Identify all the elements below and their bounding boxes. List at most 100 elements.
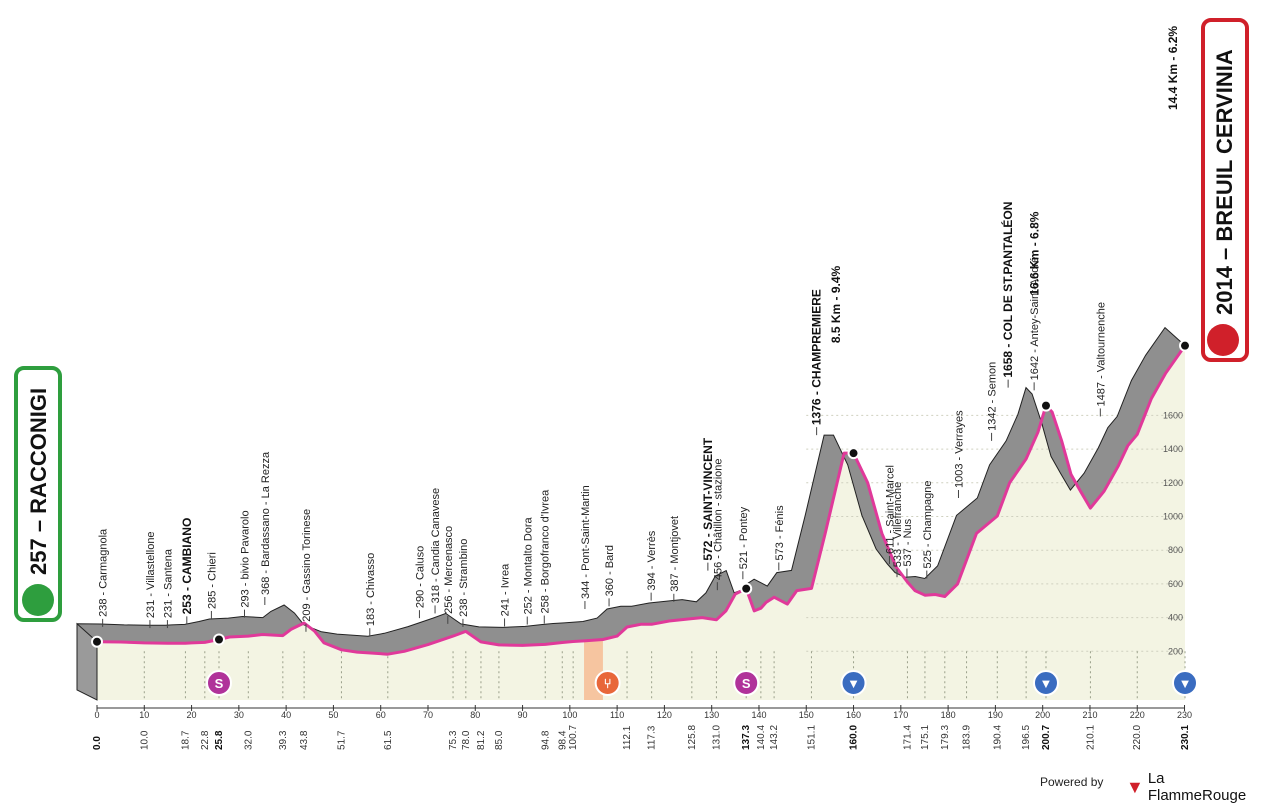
place-label: 387 - Montjovet: [669, 516, 681, 592]
place-label: 318 - Candia Canavese: [430, 488, 442, 604]
place-label: 525 - Champagne: [922, 480, 934, 568]
km-distance-label: 78.0: [461, 730, 472, 750]
sprint-icon-symbol: S: [742, 676, 751, 691]
finish-banner: 2014 – BREUIL CERVINIA: [1201, 18, 1249, 362]
kom-icon-circle: [840, 670, 867, 696]
waypoint-dot: [1039, 399, 1052, 412]
place-label: 253 - CAMBIANO: [180, 518, 194, 615]
km-distance-label: 98.4: [557, 730, 568, 750]
km-tick-label: 150: [799, 710, 814, 720]
place-label: 533 - Villefranche: [892, 482, 904, 567]
km-distance-label: 131.0: [711, 725, 722, 750]
km-distance-label: 61.5: [383, 730, 394, 750]
place-label: 209 - Gassino Torinese: [301, 509, 313, 622]
place-label: 572 - SAINT-VINCENT: [701, 437, 715, 560]
brand-name: La FlammeRouge: [1147, 770, 1247, 804]
km-distance-label: 190.4: [992, 725, 1003, 750]
km-tick-label: 80: [470, 710, 480, 720]
km-distance-label: 175.1: [920, 725, 931, 750]
place-label: 290 - Caluso: [414, 546, 426, 608]
km-distance-label: 51.7: [336, 730, 347, 750]
altitude-tick-label: 200: [1168, 646, 1183, 656]
km-tick-label: 170: [893, 710, 908, 720]
place-label: 231 - Villastellone: [145, 531, 157, 618]
place-label: 344 - Pont-Saint-Martin: [580, 485, 592, 599]
place-label: 256 - Mercenasco: [443, 526, 455, 614]
altitude-tick-label: 1600: [1163, 410, 1183, 420]
km-distance-label: 230.1: [1180, 725, 1191, 750]
kom-icon-symbol: ▼: [1040, 676, 1053, 691]
place-label: 252 - Montalto Dora: [522, 516, 534, 614]
place-label: 521 - Pontey: [738, 506, 750, 569]
km-distance-label: 39.3: [278, 730, 289, 750]
place-label: 456 - Châtillon - stazione: [712, 458, 724, 580]
finish-banner-text: 2014 – BREUIL CERVINIA: [1212, 49, 1237, 315]
km-tick-label: 180: [941, 710, 956, 720]
km-distance-label: 94.8: [540, 730, 551, 750]
km-tick-label: 90: [518, 710, 528, 720]
km-tick-label: 70: [423, 710, 433, 720]
place-label: 573 - Fénis: [774, 505, 786, 561]
km-distance-label: 25.8: [214, 730, 225, 750]
km-tick-label: 210: [1082, 710, 1097, 720]
kom-icon-circle: [1172, 670, 1198, 696]
km-tick-label: 50: [328, 710, 338, 720]
start-banner: 257 – RACCONIGI: [14, 366, 62, 622]
sprint-icon-circle: [733, 670, 760, 696]
place-label: 1342 - Semon: [987, 362, 999, 431]
km-distance-label: 85.0: [494, 730, 505, 750]
km-tick-label: 120: [657, 710, 672, 720]
place-label: 258 - Borgofranco d'Ivrea: [539, 489, 551, 614]
km-tick-label: 30: [234, 710, 244, 720]
kom-icon-symbol: ▼: [1179, 676, 1192, 691]
place-label: 1658 - COL DE ST.PANTALÉON: [1000, 202, 1015, 378]
km-distance-label: 143.2: [769, 725, 780, 750]
start-cyclist-icon: [22, 584, 54, 616]
km-tick-label: 20: [187, 710, 197, 720]
feed-zone-icon-circle: [594, 670, 621, 696]
km-distance-label: 183.9: [962, 725, 973, 750]
altitude-tick-label: 800: [1168, 545, 1183, 555]
waypoint-dot: [847, 447, 860, 460]
km-tick-label: 60: [376, 710, 386, 720]
waypoint-dot: [212, 633, 225, 646]
finish-banner-frame: [1201, 18, 1249, 362]
place-label: 1376 - CHAMPREMIERE: [810, 289, 824, 425]
km-distance-label: 171.4: [902, 725, 913, 750]
km-distance-label: 140.4: [756, 725, 767, 750]
climb-note: 8.5 Km - 9.4%: [829, 265, 843, 343]
km-distance-label: 100.7: [568, 725, 579, 750]
km-distance-label: 196.5: [1021, 725, 1032, 750]
km-distance-label: 117.3: [647, 725, 658, 750]
km-distance-label: 210.1: [1085, 725, 1096, 750]
finish-climb-note: 14.4 Km - 6.2%: [1166, 26, 1180, 110]
road-line: [96, 344, 1187, 656]
sprint-icon-symbol: S: [215, 676, 224, 691]
km-tick-label: 0: [94, 710, 99, 720]
km-distance-label: 10.0: [139, 730, 150, 750]
place-label: 368 - Bardassano - La Rezza: [260, 451, 272, 595]
place-label: 241 - Ivrea: [500, 563, 512, 616]
altitude-tick-label: 1000: [1163, 512, 1183, 522]
powered-by-text: Powered by: [1040, 775, 1104, 789]
kom-icon-symbol: ▼: [847, 676, 860, 691]
place-label: 1642 - Antey-Saint-André: [1029, 257, 1041, 381]
place-label: 293 - bivio Pavarolo: [239, 510, 251, 607]
sprint-icon-circle: [205, 670, 232, 696]
finish-cyclist-icon: [1207, 324, 1239, 356]
brand-logo[interactable]: ▼ La FlammeRouge: [1126, 770, 1261, 804]
km-tick-label: 200: [1035, 710, 1050, 720]
waypoint-dot: [740, 582, 753, 595]
sprint-icon: S: [205, 670, 232, 696]
km-tick-label: 10: [139, 710, 149, 720]
start-banner-text: 257 – RACCONIGI: [26, 388, 51, 575]
waypoint-dot: [1179, 339, 1191, 352]
place-label: 394 - Verrès: [646, 530, 658, 590]
place-label: 183 - Chivasso: [365, 553, 377, 626]
km-tick-label: 230: [1177, 710, 1192, 720]
place-label: 238 - Strambino: [458, 539, 470, 617]
waypoint-dot: [91, 635, 103, 648]
place-label: 360 - Bard: [604, 545, 616, 596]
feed-zone-icon: ⑂: [594, 670, 621, 696]
